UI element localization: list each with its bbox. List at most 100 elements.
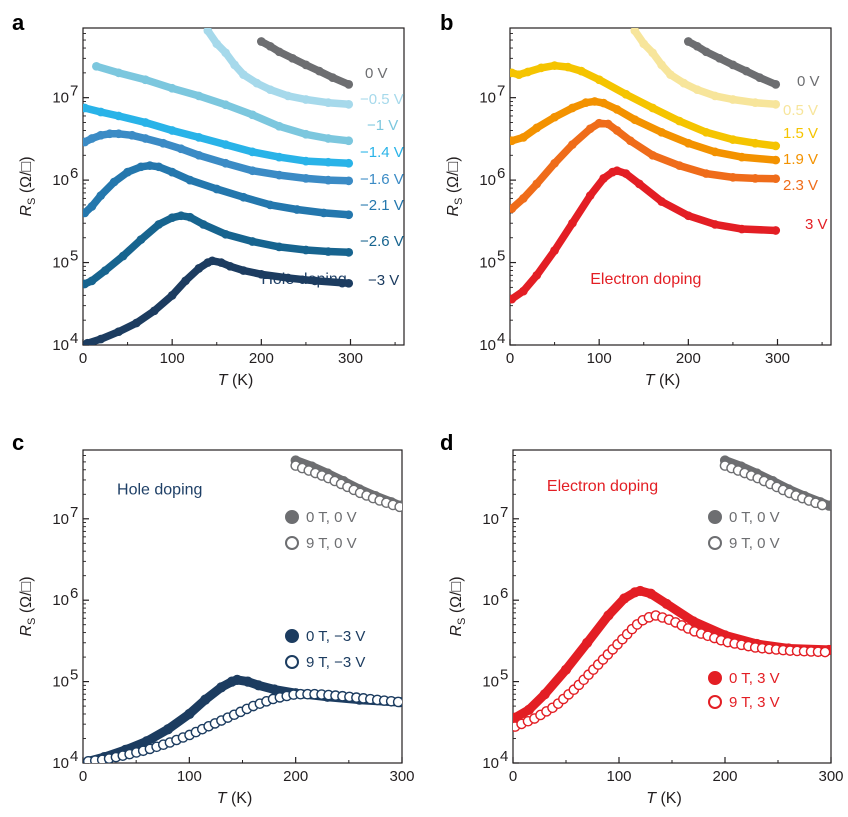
- y-axis-title-unit: (Ω/□): [445, 156, 462, 197]
- data-point: [612, 166, 622, 176]
- data-point: [274, 170, 284, 180]
- data-point: [253, 680, 264, 691]
- data-point: [283, 273, 293, 283]
- data-point: [519, 286, 528, 296]
- series-layer: [83, 28, 354, 345]
- curve-label: 0 V: [365, 65, 388, 82]
- x-tick-label: 0: [79, 768, 87, 785]
- data-point: [323, 98, 333, 108]
- x-axis-title: T (K): [645, 372, 681, 389]
- data-point: [532, 123, 542, 133]
- data-point: [248, 147, 257, 157]
- data-point: [118, 251, 128, 261]
- data-point: [274, 47, 284, 57]
- data-point: [648, 103, 658, 113]
- curve-label: −2.6 V: [360, 233, 404, 250]
- y-tick-exponent: 6: [70, 165, 78, 182]
- curve-label: −2.1 V: [360, 197, 404, 214]
- x-tick-label: 200: [249, 350, 274, 367]
- y-tick-exponent: 4: [70, 748, 78, 765]
- curve-label: −1.4 V: [360, 144, 404, 161]
- x-axis-title-unit: (K): [227, 790, 253, 807]
- data-point: [248, 110, 257, 120]
- data-point: [167, 126, 177, 135]
- y-axis-title: RS (Ω/□): [18, 156, 38, 216]
- data-point: [319, 208, 329, 218]
- data-point: [550, 112, 559, 122]
- data-point: [630, 115, 640, 125]
- data-point: [167, 291, 177, 300]
- y-tick-label: 10: [52, 255, 69, 272]
- data-point: [323, 157, 333, 167]
- data-point: [594, 75, 604, 85]
- data-point: [701, 127, 711, 137]
- data-point: [536, 63, 546, 73]
- data-point: [145, 161, 155, 170]
- data-point: [701, 47, 711, 57]
- y-tick-label: 10: [479, 337, 496, 354]
- panel-letter: b: [440, 10, 453, 35]
- data-point: [532, 179, 542, 189]
- data-point: [675, 161, 684, 170]
- x-axis-title-symbol: T: [646, 790, 657, 807]
- y-axis-title-symbol: R: [445, 205, 462, 217]
- data-point: [114, 68, 124, 78]
- data-point: [692, 85, 702, 95]
- data-point: [323, 134, 333, 143]
- x-tick-label: 300: [389, 768, 414, 785]
- y-tick-label: 10: [482, 592, 499, 609]
- y-axis-title: RS (Ω/□): [445, 156, 465, 216]
- data-point: [114, 111, 124, 121]
- data-point: [194, 133, 204, 142]
- x-axis-title-symbol: T: [645, 372, 656, 389]
- y-tick-exponent: 6: [70, 585, 78, 602]
- legend-marker: [285, 510, 299, 524]
- data-point: [87, 276, 97, 286]
- panel-letter: d: [440, 430, 453, 455]
- data-point: [141, 118, 150, 127]
- x-tick-label: 100: [587, 350, 612, 367]
- data-point: [203, 28, 213, 36]
- y-tick-exponent: 5: [500, 667, 508, 684]
- data-point: [683, 37, 693, 46]
- data-point: [256, 269, 266, 279]
- data-point: [619, 593, 630, 604]
- y-axis-title-subscript: S: [26, 618, 38, 625]
- y-axis-title-symbol: R: [18, 205, 35, 217]
- legend-label: 0 T, −3 V: [306, 628, 365, 645]
- y-axis-title-subscript: S: [456, 618, 468, 625]
- data-point: [344, 158, 354, 168]
- x-tick-label: 200: [676, 350, 701, 367]
- y-tick-label: 10: [479, 90, 496, 107]
- data-point: [568, 103, 577, 113]
- data-point: [344, 247, 354, 257]
- doping-annotation: Electron doping: [547, 478, 658, 495]
- data-point: [96, 107, 106, 117]
- data-point: [225, 261, 235, 271]
- series-line: [83, 161, 353, 219]
- y-tick-exponent: 7: [70, 83, 78, 100]
- data-point: [612, 105, 622, 114]
- data-point: [328, 73, 338, 82]
- data-point: [519, 133, 528, 142]
- data-point: [185, 175, 195, 185]
- data-point: [771, 155, 781, 165]
- data-point: [710, 147, 720, 157]
- y-tick-label: 10: [52, 511, 69, 528]
- data-point: [737, 152, 747, 162]
- data-point: [83, 137, 90, 147]
- data-point: [710, 220, 720, 229]
- data-point: [323, 175, 333, 185]
- x-axis-title-symbol: T: [217, 790, 228, 807]
- data-point: [221, 158, 231, 168]
- data-point: [585, 124, 595, 134]
- y-axis-title-unit: (Ω/□): [18, 156, 35, 197]
- data-point: [590, 97, 600, 106]
- data-point: [728, 173, 738, 182]
- data-point: [661, 598, 672, 610]
- curve-label: −1 V: [367, 117, 398, 134]
- data-point: [127, 130, 137, 140]
- data-point: [523, 67, 533, 77]
- data-point: [141, 75, 150, 85]
